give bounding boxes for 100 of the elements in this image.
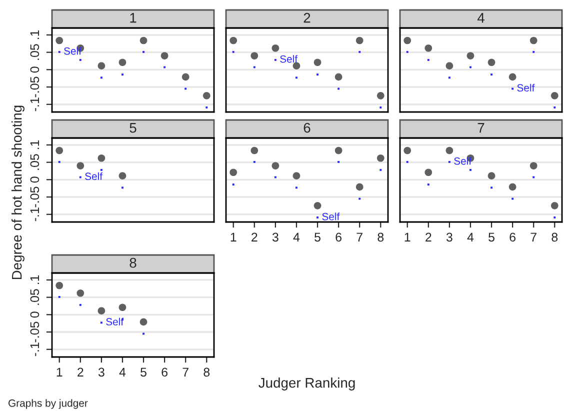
point [76, 289, 84, 297]
point [488, 58, 496, 66]
point [250, 52, 258, 60]
x-tick-label: 2 [426, 232, 432, 242]
point [140, 318, 148, 326]
point [98, 62, 106, 70]
y-tick-label: .1 [30, 140, 39, 150]
point [550, 202, 558, 210]
chart-title: 6 [304, 122, 310, 133]
x-tick-label: 3 [272, 232, 278, 242]
point [56, 36, 64, 44]
point [230, 36, 238, 44]
x-tick-label: 6 [510, 232, 516, 242]
point [466, 52, 474, 60]
point [530, 162, 538, 170]
chart-title: 2 [304, 12, 310, 23]
point [334, 146, 342, 154]
data-label: Self [280, 55, 298, 63]
point [160, 52, 168, 60]
y-tick-label: -.05 [30, 186, 40, 208]
y-tick-label: 0 [30, 66, 40, 73]
x-tick-label: 4 [467, 232, 474, 242]
x-tick-label: 5 [488, 232, 494, 242]
y-tick-label: -.05 [30, 322, 40, 342]
point [98, 154, 106, 162]
point [272, 162, 280, 170]
x-tick-label: 7 [356, 232, 362, 242]
point [272, 44, 280, 52]
point [424, 44, 432, 52]
point [404, 146, 412, 154]
point [404, 36, 412, 44]
x-tick-label: 2 [252, 232, 258, 242]
point [98, 307, 106, 315]
data-label: Self [454, 157, 472, 165]
point [508, 183, 516, 191]
data-label: Self [322, 212, 340, 220]
point [356, 36, 364, 44]
data-label: Self [64, 47, 82, 55]
y-tick-label: -.1 [30, 208, 39, 222]
chart-title: 4 [477, 13, 484, 23]
y-tick-label: 0 [30, 176, 40, 183]
x-tick-label: 1 [230, 232, 236, 242]
x-tick-label: 8 [552, 232, 558, 242]
point [314, 202, 322, 210]
x-tick-label: 3 [446, 232, 452, 242]
x-tick-label: 1 [404, 232, 410, 242]
x-tick-label: 1 [56, 368, 62, 376]
y-tick-label: -.05 [30, 76, 40, 98]
y-axis-title: Degree of hot hand shooting [12, 106, 24, 279]
x-tick-label: 5 [314, 232, 320, 242]
point [376, 92, 384, 100]
point [424, 168, 432, 176]
x-tick-label: 2 [78, 368, 84, 376]
point [230, 168, 238, 176]
data-label: Self [517, 84, 535, 92]
y-tick-label: 0 [30, 312, 40, 318]
y-tick-label: .05 [30, 44, 40, 60]
point [76, 162, 84, 170]
point [550, 92, 558, 100]
point [140, 36, 148, 44]
chart-title: 8 [130, 258, 136, 268]
point [292, 62, 300, 70]
data-label: Self [85, 172, 103, 180]
x-tick-label: 4 [119, 368, 126, 376]
y-tick-label: -.1 [30, 98, 39, 112]
y-tick-label: -.1 [30, 342, 39, 356]
point [376, 154, 384, 162]
point [446, 146, 454, 154]
y-tick-label: .05 [30, 154, 40, 170]
x-tick-label: 7 [530, 232, 536, 242]
point [118, 172, 126, 180]
x-tick-label: 7 [182, 368, 188, 376]
point [530, 36, 538, 44]
chart-title: 1 [130, 13, 136, 23]
x-tick-label: 6 [162, 368, 168, 377]
point [488, 172, 496, 180]
point [202, 92, 210, 100]
point [182, 73, 190, 81]
point [356, 183, 364, 191]
data-label: Self [106, 318, 124, 326]
point [56, 282, 64, 290]
point [314, 58, 322, 66]
point [56, 146, 64, 154]
x-tick-label: 8 [204, 368, 210, 377]
y-tick-label: .05 [30, 289, 40, 305]
x-tick-label: 3 [98, 368, 104, 377]
y-tick-label: .1 [30, 30, 39, 40]
x-tick-label: 8 [378, 232, 384, 242]
x-tick-label: 6 [336, 232, 342, 242]
point [292, 172, 300, 180]
x-tick-label: 4 [293, 232, 300, 242]
point [118, 58, 126, 66]
point [250, 146, 258, 154]
chart-title: 5 [130, 123, 136, 133]
point [334, 73, 342, 81]
point [446, 62, 454, 70]
x-tick-label: 5 [140, 368, 146, 377]
x-axis-title: Judger Ranking [258, 378, 355, 390]
point [118, 304, 126, 312]
point [508, 73, 516, 81]
